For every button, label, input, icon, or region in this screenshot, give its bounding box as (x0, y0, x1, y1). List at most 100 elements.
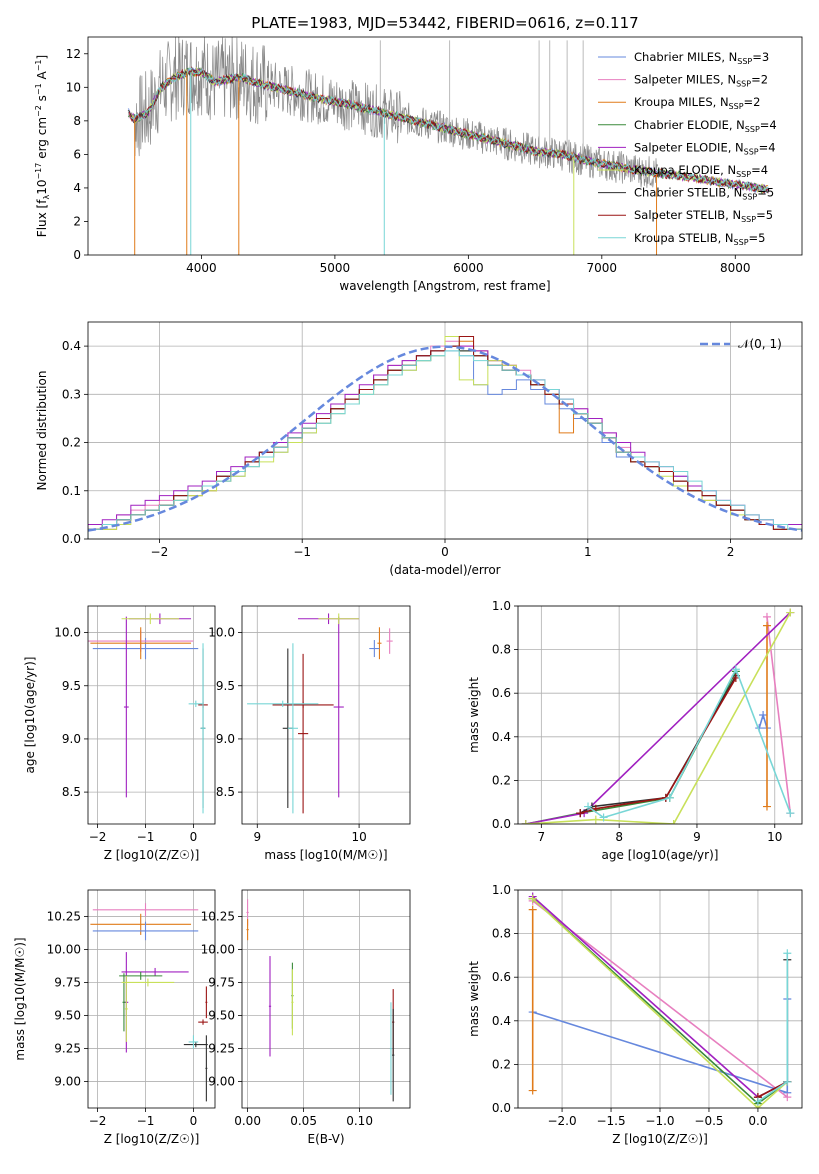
mass-weight-line (757, 953, 789, 1103)
error-bar-point (123, 616, 129, 798)
y-tick-label: 10.25 (201, 909, 235, 923)
error-bar-point (287, 643, 298, 814)
mass-weight-marker (521, 820, 530, 824)
y-tick-label: 0.6 (492, 970, 511, 984)
x-tick-label: 0.10 (346, 1114, 373, 1128)
mass-weight-marker (669, 820, 678, 824)
error-bar-point (188, 1035, 199, 1049)
y-tick-label: 9.50 (54, 1009, 81, 1023)
axes-frame (241, 605, 411, 825)
y-tick-label: 10.00 (47, 942, 81, 956)
chart-title: PLATE=1983, MJD=53442, FIBERID=0616, z=0… (251, 14, 638, 32)
x-tick-label: −1.0 (645, 1114, 674, 1128)
mass-weight-marker (759, 711, 768, 719)
y-tick-label: 9.0 (216, 732, 235, 746)
axes-frame (87, 889, 216, 1109)
y-tick-label: 0.0 (492, 1101, 511, 1115)
mass-weight-line (532, 898, 788, 1108)
y-tick-label: 9.75 (54, 975, 81, 989)
y-tick-label: 12 (66, 47, 81, 61)
error-bar-point (386, 628, 393, 654)
y-axis-label: age [log10(age/yr)] (23, 657, 37, 774)
mass-weight-marker (584, 802, 593, 811)
mass-weight-line (525, 671, 737, 824)
plot-area (90, 903, 208, 1102)
mass-weight-line (757, 959, 789, 1098)
y-axis-label: Flux [fλ10−17 erg cm−2 s−1 A−1] (34, 55, 51, 237)
x-tick-label: 0.05 (290, 1114, 317, 1128)
mass-weight-marker (576, 809, 585, 818)
plot-area (88, 335, 802, 539)
y-tick-label: 9.25 (54, 1042, 81, 1056)
x-tick-label: −1 (293, 545, 311, 559)
x-tick-label: −1.5 (596, 1114, 625, 1128)
legend-label: Salpeter MILES, NSSP=2 (634, 73, 768, 89)
model-spectrum (130, 67, 769, 193)
axes-frame (87, 36, 803, 256)
mass-weight-marker (753, 1097, 762, 1106)
error-bar-point (246, 919, 249, 941)
y-tick-label: 0.2 (62, 436, 81, 450)
x-tick-label: 0 (441, 545, 449, 559)
y-tick-label: 8.5 (62, 785, 81, 799)
x-tick-label: −2 (89, 1114, 107, 1128)
model-spectrum (129, 67, 769, 194)
x-tick-label: 0.0 (748, 1114, 767, 1128)
axes-frame (87, 321, 803, 540)
y-tick-label: 0.4 (492, 1014, 511, 1028)
mass-weight-marker (786, 809, 795, 818)
y-tick-label: 4 (73, 181, 81, 195)
plot-area (246, 899, 395, 1102)
plot-area (247, 613, 393, 814)
y-tick-label: 10.25 (47, 909, 81, 923)
x-tick-label: 7000 (587, 261, 618, 275)
y-tick-label: 0.6 (492, 686, 511, 700)
mass-weight-marker (783, 1093, 792, 1102)
y-tick-label: 1.0 (492, 599, 511, 613)
x-axis-label: (data-model)/error (389, 563, 500, 577)
y-tick-label: 0 (73, 248, 81, 262)
y-tick-label: 8 (73, 114, 81, 128)
x-tick-label: 9 (253, 830, 261, 844)
y-tick-label: 0.2 (492, 1057, 511, 1071)
panel-3: 9 10 8.5 9.0 9.5 10.0 mass [log10(M/M☉)] (208, 605, 411, 862)
error-bar-point (389, 1002, 393, 1095)
x-tick-label: 9 (693, 830, 701, 844)
x-tick-label: 0 (190, 1114, 198, 1128)
axes-frame (241, 889, 411, 1109)
error-bar-point (392, 1008, 395, 1102)
x-tick-label: 5000 (320, 261, 351, 275)
error-bar-point (333, 616, 344, 798)
y-tick-label: 1.0 (492, 883, 511, 897)
axes-frame (517, 889, 803, 1109)
axes-frame (87, 605, 216, 825)
mass-weight-marker (528, 905, 537, 914)
error-bar-point (92, 921, 199, 941)
error-bar-point (200, 643, 206, 814)
y-axis-label: mass weight (467, 677, 481, 753)
plot-area (528, 892, 792, 1108)
error-bar-point (121, 613, 180, 625)
plot-area (88, 613, 208, 814)
y-tick-label: 10.0 (208, 626, 235, 640)
x-tick-label: 8 (615, 830, 623, 844)
y-tick-label: 0.8 (492, 927, 511, 941)
error-bar-point (119, 971, 163, 980)
legend-label: Kroupa MILES, NSSP=2 (634, 95, 760, 111)
mass-weight-marker (591, 815, 600, 824)
legend-label: Salpeter STELIB, NSSP=5 (634, 208, 773, 224)
panel-4: 7 8 9 10 0.0 0.2 0.4 0.6 0.8 1.0 age [log10(age/yr… (467, 599, 803, 862)
x-tick-label: 6000 (453, 261, 484, 275)
x-axis-label: Z [log10(Z/Z☉)] (612, 1132, 708, 1146)
y-tick-label: 2 (73, 214, 81, 228)
error-bar-point (377, 627, 382, 660)
error-bar-point (90, 913, 192, 935)
error-bar-point (198, 1019, 208, 1025)
normal-curve (88, 345, 802, 532)
x-axis-label: age [log10(age/yr)] (602, 848, 719, 862)
error-bar-point (205, 1035, 208, 1102)
x-tick-label: 8000 (720, 261, 751, 275)
mass-weight-marker (528, 894, 537, 903)
y-tick-label: 0.1 (62, 484, 81, 498)
